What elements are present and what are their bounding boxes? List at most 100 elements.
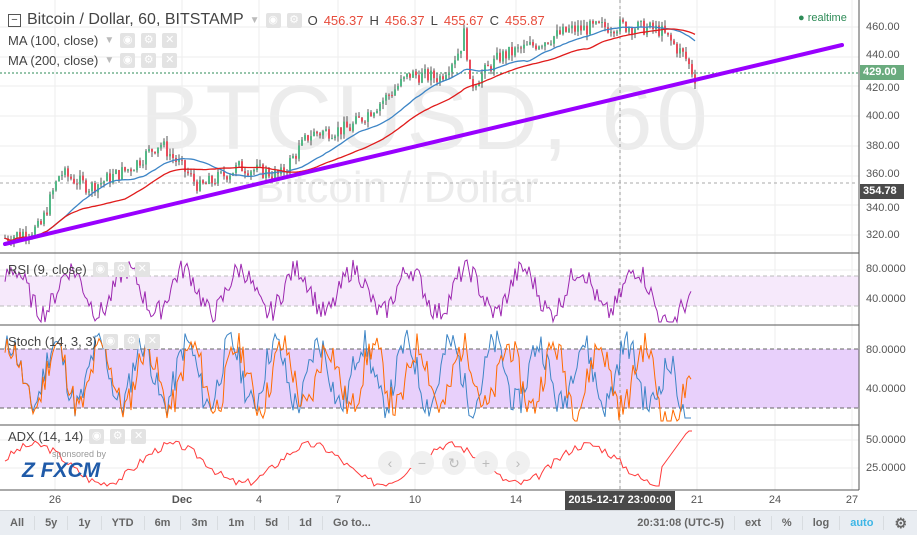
- stoch-legend: Stoch (14, 3, 3) ◉ ⚙ ✕: [8, 334, 160, 349]
- rsi-tick: 80.0000: [866, 263, 906, 275]
- candle-body: [22, 231, 24, 238]
- eye-icon[interactable]: ◉: [102, 334, 118, 349]
- candle-body: [547, 42, 549, 44]
- range-3m[interactable]: 3m: [181, 516, 219, 530]
- candle-body: [418, 75, 420, 83]
- ohlc-low: 455.67: [443, 12, 484, 28]
- range-5y[interactable]: 5y: [35, 516, 69, 530]
- candle-body: [178, 159, 180, 162]
- eye-icon[interactable]: ◉: [265, 12, 281, 28]
- candle-body: [430, 70, 432, 81]
- main-legend: − Bitcoin / Dollar, 60, BITSTAMP ▼ ◉ ⚙ O 45…: [8, 11, 545, 29]
- range-1y[interactable]: 1y: [68, 516, 102, 530]
- candle-body: [37, 220, 39, 227]
- time-tick: 21: [690, 494, 704, 506]
- candle-body: [538, 46, 540, 50]
- candle-body: [505, 51, 507, 59]
- candle-body: [91, 182, 93, 192]
- candle-body: [556, 30, 558, 37]
- adx-label[interactable]: ADX (14, 14): [8, 429, 84, 444]
- time-tick: 10: [408, 494, 422, 506]
- gear-icon[interactable]: ⚙: [141, 33, 157, 48]
- price-tick: 420.00: [866, 82, 900, 94]
- candle-body: [136, 160, 138, 171]
- candle-body: [499, 52, 501, 62]
- range-1m[interactable]: 1m: [218, 516, 256, 530]
- stoch-d-line: [4, 332, 692, 422]
- candle-body: [235, 165, 237, 173]
- ma100-legend: MA (100, close) ▼ ◉ ⚙ ✕: [8, 33, 178, 48]
- eye-icon[interactable]: ◉: [89, 429, 105, 444]
- candle-body: [244, 171, 246, 174]
- ext-toggle[interactable]: ext: [735, 516, 772, 530]
- candle-body: [322, 131, 324, 136]
- candle-body: [217, 172, 219, 184]
- zoom-out-icon[interactable]: −: [410, 451, 434, 475]
- ma100-label[interactable]: MA (100, close): [8, 33, 99, 48]
- candle-body: [295, 155, 297, 159]
- chevron-down-icon[interactable]: ▼: [104, 35, 115, 46]
- candle-body: [586, 25, 588, 35]
- goto-button[interactable]: Go to...: [332, 517, 371, 529]
- candle-body: [133, 170, 135, 172]
- candle-body: [301, 139, 303, 146]
- range-all[interactable]: All: [0, 516, 36, 530]
- candle-body: [247, 173, 249, 176]
- eye-icon[interactable]: ◉: [92, 262, 108, 277]
- gear-icon[interactable]: ⚙: [110, 429, 126, 444]
- gear-icon[interactable]: ⚙: [141, 53, 157, 68]
- candle-body: [388, 94, 390, 96]
- close-icon[interactable]: ✕: [144, 334, 160, 349]
- gear-icon[interactable]: ⚙: [286, 12, 302, 28]
- candle-body: [427, 69, 429, 81]
- candle-body: [274, 170, 276, 179]
- chevron-down-icon[interactable]: ▼: [249, 14, 260, 26]
- candle-body: [100, 182, 102, 185]
- close-icon[interactable]: ✕: [131, 429, 147, 444]
- close-icon[interactable]: ✕: [162, 53, 178, 68]
- candle-body: [604, 21, 606, 28]
- candle-body: [673, 40, 675, 44]
- close-icon[interactable]: ✕: [134, 262, 150, 277]
- time-tick: 26: [48, 494, 62, 506]
- chevron-down-icon[interactable]: ▼: [104, 55, 115, 66]
- auto-toggle[interactable]: auto: [840, 516, 885, 530]
- candle-body: [124, 167, 126, 171]
- eye-icon[interactable]: ◉: [120, 33, 136, 48]
- price-tick: 380.00: [866, 140, 900, 152]
- zoom-in-icon[interactable]: +: [474, 451, 498, 475]
- candle-body: [151, 148, 153, 152]
- candle-body: [112, 173, 114, 183]
- candle-body: [424, 69, 426, 73]
- range-1d[interactable]: 1d: [289, 516, 323, 530]
- candle-body: [331, 138, 333, 140]
- settings-gear-icon[interactable]: ⚙: [894, 515, 907, 531]
- stoch-tick: 40.0000: [866, 383, 906, 395]
- range-5d[interactable]: 5d: [255, 516, 290, 530]
- candle-body: [628, 28, 630, 32]
- gear-icon[interactable]: ⚙: [123, 334, 139, 349]
- reset-icon[interactable]: ↻: [442, 451, 466, 475]
- ohlc-open-label: O: [307, 12, 318, 28]
- collapse-icon[interactable]: −: [8, 13, 21, 27]
- gear-icon[interactable]: ⚙: [113, 262, 129, 277]
- scroll-right-icon[interactable]: ›: [506, 451, 530, 475]
- symbol-title[interactable]: Bitcoin / Dollar, 60, BITSTAMP: [27, 11, 244, 28]
- close-icon[interactable]: ✕: [162, 33, 178, 48]
- candle-body: [610, 31, 612, 33]
- stoch-label[interactable]: Stoch (14, 3, 3): [8, 334, 97, 349]
- candle-body: [76, 183, 78, 185]
- candle-body: [73, 178, 75, 184]
- percent-toggle[interactable]: %: [772, 516, 803, 530]
- ma200-label[interactable]: MA (200, close): [8, 53, 99, 68]
- range-ytd[interactable]: YTD: [102, 516, 145, 530]
- eye-icon[interactable]: ◉: [120, 53, 136, 68]
- candle-body: [484, 64, 486, 74]
- scroll-left-icon[interactable]: ‹: [378, 451, 402, 475]
- rsi-label[interactable]: RSI (9, close): [8, 262, 87, 277]
- range-6m[interactable]: 6m: [145, 516, 182, 530]
- candle-body: [316, 131, 318, 134]
- chart-canvas[interactable]: [0, 0, 917, 510]
- candle-body: [34, 226, 36, 235]
- log-toggle[interactable]: log: [803, 516, 841, 530]
